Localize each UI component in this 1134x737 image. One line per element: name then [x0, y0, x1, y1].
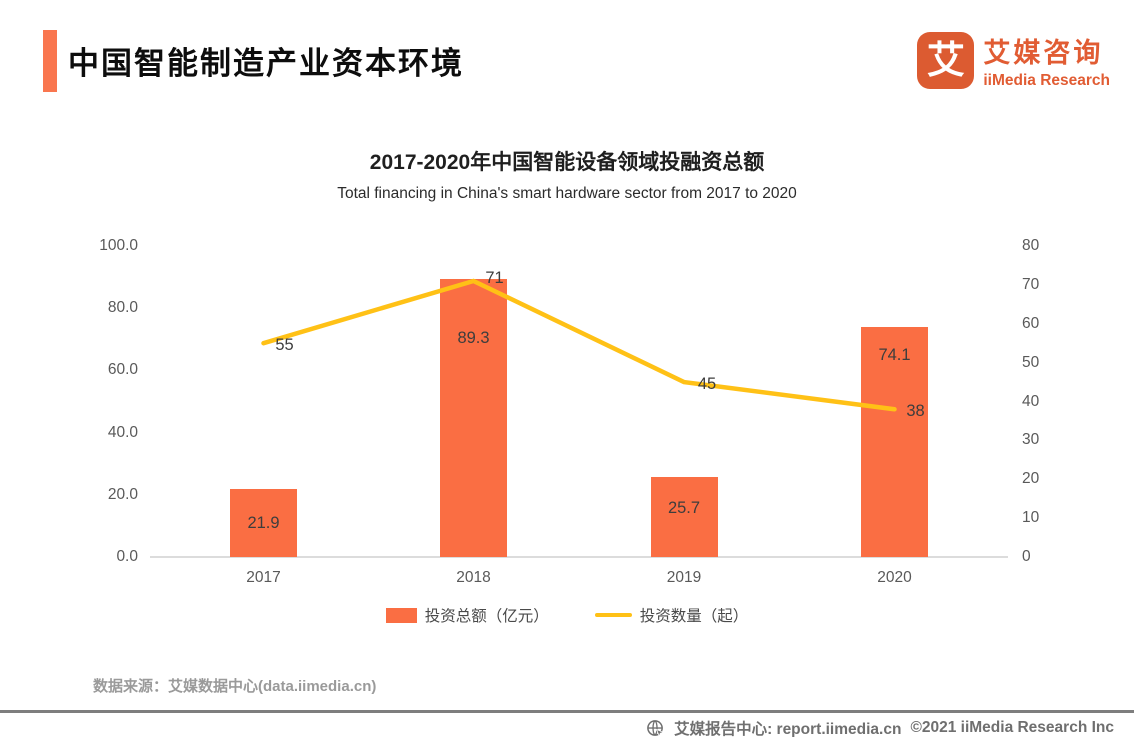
left-axis-tick: 0.0	[116, 548, 138, 565]
globe-cursor-icon	[646, 719, 665, 737]
brand-name-cn: 艾媒咨询	[983, 38, 1104, 68]
left-axis-tick: 20.0	[107, 485, 138, 503]
bar-2020	[861, 326, 928, 557]
right-axis-tick: 70	[1022, 275, 1040, 293]
x-axis-label: 2017	[246, 569, 281, 586]
line-series-path	[261, 278, 897, 412]
iimedia-logo: 艾 艾媒咨询 iiMedia Research	[917, 31, 1110, 90]
right-axis-tick: 10	[1022, 509, 1040, 527]
bar-2018	[440, 279, 507, 557]
title-accent-bar	[43, 30, 57, 92]
bar-2019	[650, 477, 718, 557]
bar-value-label: 74.1	[878, 345, 911, 364]
line-value-label: 45	[697, 375, 717, 394]
right-axis-tick: 50	[1022, 353, 1040, 371]
line-value-label: 55	[275, 336, 294, 355]
chart-title: 2017-2020年中国智能设备领域投融资总额	[369, 151, 765, 174]
legend-label-line-series: 投资数量（起）	[639, 608, 749, 625]
footer-copyright: ©2021 iiMedia Research Inc	[910, 719, 1114, 736]
line-value-label: 71	[485, 268, 504, 287]
bar-2017	[230, 488, 297, 557]
x-axis-label: 2018	[456, 569, 491, 586]
footer-report-center: 艾媒报告中心: report.iimedia.cn	[674, 721, 902, 737]
bar-value-label: 21.9	[247, 513, 280, 532]
logo-glyph: 艾	[926, 39, 965, 82]
legend-item-line-series: 投资数量（起）	[594, 604, 749, 626]
right-axis-tick: 20	[1022, 470, 1040, 488]
page-title: 中国智能制造产业资本环境	[68, 46, 464, 81]
left-axis-tick: 40.0	[107, 423, 138, 441]
left-axis-tick: 100.0	[99, 237, 138, 254]
chart-plot-area: 100.0 80.0 60.0 40.0 20.0 0.0 80 70 60 50 40 30 20 10…	[0, 230, 1134, 602]
bar-series-swatch	[385, 607, 417, 623]
chart-legend: 投资总额（亿元） 投资数量（起）	[0, 604, 1134, 626]
data-source-note: 数据来源：艾媒数据中心(data.iimedia.cn)	[93, 678, 377, 695]
bar-value-label: 25.7	[667, 499, 701, 518]
right-axis-tick: 0	[1022, 548, 1031, 565]
legend-label-bar-series: 投资总额（亿元）	[424, 608, 549, 625]
brand-name-en: iiMedia Research	[983, 72, 1110, 89]
iimedia-logo-icon: 艾	[917, 32, 975, 89]
left-axis-tick: 60.0	[107, 361, 138, 379]
right-axis-tick: 80	[1022, 237, 1040, 254]
bar-value-label: 89.3	[457, 329, 490, 348]
chart-subtitle: Total financing in China's smart hardwar…	[337, 185, 797, 202]
x-axis-line	[150, 556, 1008, 558]
footer-divider	[0, 710, 1134, 713]
right-axis-tick: 60	[1022, 314, 1040, 332]
left-axis-tick: 80.0	[107, 299, 138, 317]
logo-text: 艾媒咨询 iiMedia Research	[983, 31, 1110, 90]
right-axis-tick: 40	[1022, 392, 1040, 410]
line-value-label: 38	[906, 402, 925, 421]
x-axis-label: 2019	[666, 569, 702, 586]
line-series	[261, 278, 897, 412]
line-series-swatch	[594, 612, 632, 618]
right-axis-tick: 30	[1022, 431, 1040, 449]
legend-item-bar-series: 投资总额（亿元）	[385, 604, 549, 626]
x-axis-label: 2020	[877, 569, 912, 586]
footer: 艾媒报告中心: report.iimedia.cn ©2021 iiMedia …	[646, 717, 1114, 737]
